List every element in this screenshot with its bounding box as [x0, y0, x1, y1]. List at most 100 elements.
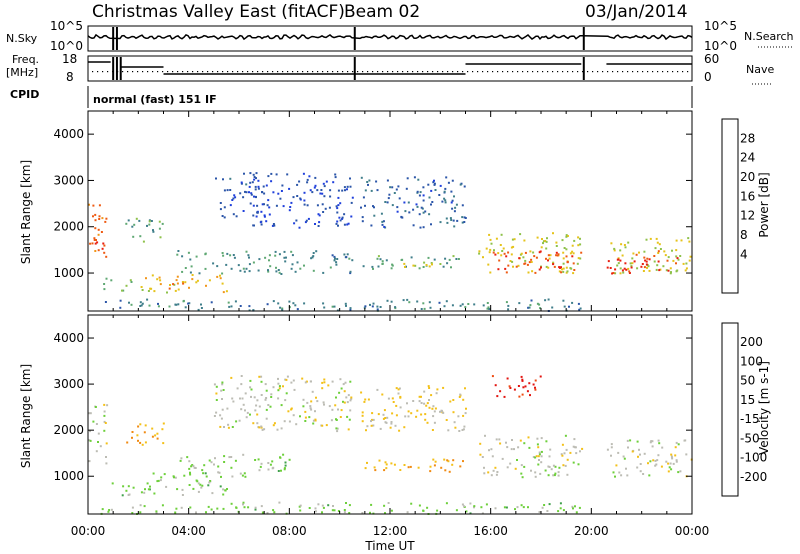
heatmap-cell [275, 173, 278, 176]
heatmap-cell [265, 184, 268, 187]
heatmap-cell [361, 411, 364, 414]
heatmap-cell [105, 462, 108, 465]
heatmap-cell [263, 192, 266, 195]
heatmap-cell [575, 452, 578, 455]
colorbar-tick-label: 50 [740, 374, 755, 388]
heatmap-cell [279, 456, 282, 459]
heatmap-cell [499, 390, 502, 393]
station-title: Christmas Valley East (fitACF) [92, 2, 345, 22]
heatmap-cell [478, 250, 481, 253]
heatmap-cell [293, 222, 296, 225]
heatmap-cell [337, 510, 340, 512]
heatmap-cell [176, 488, 179, 491]
heatmap-cell [534, 456, 537, 459]
heatmap-cell [289, 206, 292, 208]
heatmap-cell [415, 415, 418, 418]
heatmap-cell [192, 487, 195, 490]
heatmap-cell [234, 300, 237, 303]
heatmap-cell [243, 472, 246, 475]
heatmap-cell [497, 252, 500, 255]
heatmap-cell [440, 466, 443, 469]
heatmap-cell [473, 506, 475, 509]
heatmap-cell [463, 425, 466, 428]
heatmap-cell [103, 403, 106, 406]
heatmap-cell [564, 464, 567, 467]
heatmap-cell [247, 254, 250, 257]
heatmap-cell [239, 269, 242, 272]
heatmap-cell [381, 260, 384, 263]
heatmap-cell [654, 464, 657, 467]
nave-dot [472, 71, 474, 73]
heatmap-cell [89, 412, 92, 415]
heatmap-cell [455, 258, 458, 260]
heatmap-cell [463, 505, 466, 508]
heatmap-cell [336, 258, 339, 260]
heatmap-cell [378, 459, 381, 462]
heatmap-cell [495, 237, 498, 240]
heatmap-cell [344, 381, 347, 384]
heatmap-cell [467, 303, 470, 305]
heatmap-cell [267, 462, 270, 464]
heatmap-cell [278, 385, 281, 388]
heatmap-cell [221, 282, 224, 285]
heatmap-cell [360, 206, 362, 209]
heatmap-cell [360, 391, 363, 394]
heatmap-cell [219, 485, 222, 488]
heatmap-cell [253, 396, 256, 399]
heatmap-cell [558, 266, 561, 269]
heatmap-cell [101, 247, 104, 250]
heatmap-cell [232, 197, 235, 200]
heatmap-cell [242, 196, 245, 199]
nave-dot [307, 71, 309, 73]
nave-dot [132, 71, 134, 73]
xtick-label: 20:00 [574, 524, 609, 538]
nave-dot [592, 71, 594, 73]
heatmap-cell [505, 441, 507, 444]
heatmap-cell [451, 179, 454, 182]
heatmap-cell [335, 396, 337, 399]
heatmap-cell [88, 439, 91, 442]
heatmap-cell [389, 186, 392, 189]
heatmap-cell [499, 442, 502, 445]
heatmap-cell [485, 247, 488, 250]
heatmap-cell [104, 301, 107, 303]
heatmap-cell [403, 262, 406, 265]
heatmap-cell [422, 186, 425, 189]
heatmap-cell [346, 223, 349, 226]
heatmap-cell [645, 238, 648, 241]
heatmap-cell [190, 465, 193, 468]
heatmap-cell [422, 194, 425, 197]
heatmap-cell [361, 414, 364, 417]
heatmap-cell [250, 388, 253, 391]
heatmap-cell [343, 186, 346, 189]
heatmap-cell [638, 448, 640, 451]
heatmap-cell [239, 192, 242, 195]
heatmap-cell [127, 219, 130, 222]
heatmap-cell [639, 470, 642, 473]
heatmap-cell [244, 409, 246, 412]
heatmap-cell [498, 259, 501, 262]
heatmap-cell [89, 439, 92, 442]
heatmap-cell [379, 258, 382, 261]
heatmap-cell [235, 215, 238, 218]
heatmap-cell [658, 243, 661, 246]
power-panel-frame [87, 110, 693, 312]
heatmap-cell [677, 471, 680, 474]
heatmap-cell [395, 404, 398, 407]
nsky-tick-bottom: 10^0 [50, 39, 83, 53]
heatmap-cell [555, 251, 558, 254]
heatmap-cell [283, 250, 286, 253]
heatmap-cell [322, 506, 325, 509]
heatmap-cell [390, 267, 393, 270]
heatmap-cell [404, 415, 407, 418]
nave-dot [297, 71, 299, 73]
nave-dot [197, 71, 199, 73]
heatmap-cell [631, 450, 634, 453]
nave-dot [387, 71, 389, 73]
heatmap-cell [183, 474, 186, 477]
heatmap-cell [540, 246, 543, 249]
heatmap-cell [350, 201, 353, 204]
heatmap-cell [557, 253, 560, 256]
heatmap-cell [189, 471, 191, 474]
heatmap-cell [632, 252, 635, 255]
